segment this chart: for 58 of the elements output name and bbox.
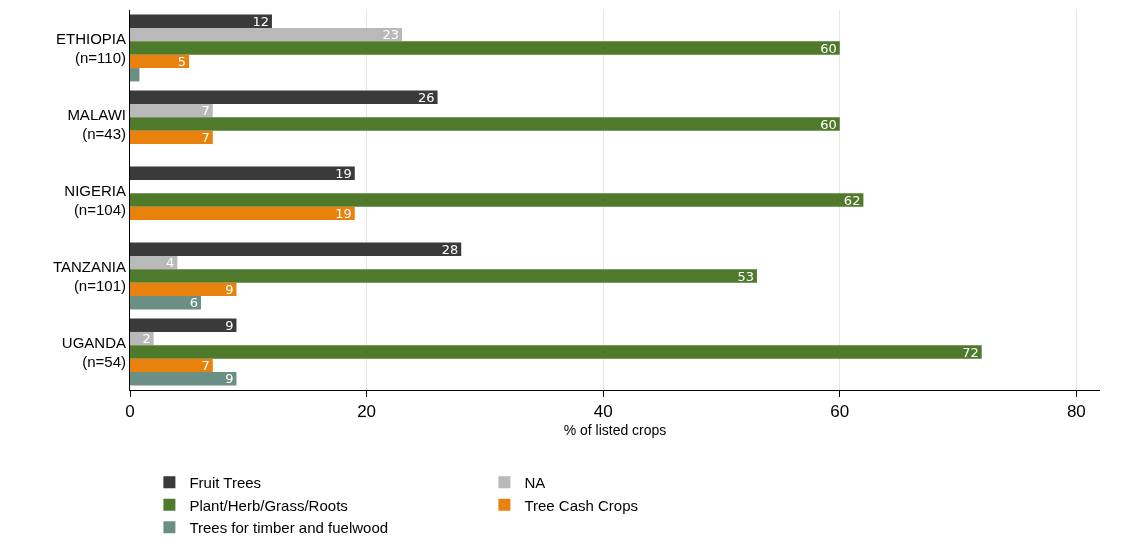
bar [130,54,190,69]
y-tick-label: ETHIOPIA (n=110) [55,29,126,66]
bar [130,242,462,256]
bar [130,318,237,332]
bar [130,282,237,297]
bar [130,117,840,131]
x-axis-title: % of listed crops [563,421,667,438]
data-label: 53 [737,268,754,284]
data-label: 26 [418,89,435,105]
data-label: 6 [189,295,198,311]
bar [130,193,864,207]
data-label: 9 [225,317,234,333]
bar [130,90,438,104]
data-label: 7 [201,129,210,145]
data-label: 62 [843,192,861,208]
bar [130,41,840,55]
y-tick-label: MALAWI (n=43) [67,105,126,142]
bar [130,269,757,283]
data-label: 60 [820,116,837,132]
data-label: 72 [962,344,979,360]
data-label: 9 [225,281,234,297]
data-label: 60 [820,40,837,56]
legend-label: Trees for timber and fuelwood [189,519,389,537]
legend-label: Plant/Herb/Grass/Roots [189,496,348,514]
bar [130,296,201,310]
bar [130,130,213,145]
data-label: 9 [225,371,234,387]
y-tick-label: NIGERIA (n=104) [64,181,126,218]
data-label: 28 [441,241,459,257]
bar [130,372,237,386]
legend-label: Tree Cash Crops [524,496,639,514]
data-label: 12 [252,13,269,29]
bar [130,14,272,28]
x-tick-label: 60 [830,402,850,422]
data-label: 5 [177,53,187,69]
legend-label: NA [524,474,546,492]
data-label: 7 [201,103,210,119]
data-label: 19 [335,165,352,181]
legend-label: Fruit Trees [189,474,262,492]
x-tick-label: 40 [593,402,613,422]
y-tick-label: UGANDA (n=54) [61,333,126,370]
x-tick-label: 80 [1066,402,1086,422]
data-label: 7 [201,357,210,373]
bar [130,68,140,82]
bar [130,166,355,180]
bar [130,358,213,373]
x-tick-label: 20 [357,402,377,422]
bar [130,27,403,42]
data-label: 2 [142,331,151,347]
bar [130,345,982,359]
x-tick-label: 0 [125,402,135,422]
bar [130,255,178,270]
data-label: 23 [382,27,400,43]
data-label: 4 [166,255,175,271]
data-label: 19 [335,205,352,221]
bar [130,206,355,221]
y-tick-label: TANZANIA (n=101) [52,257,126,294]
bar [130,103,213,118]
